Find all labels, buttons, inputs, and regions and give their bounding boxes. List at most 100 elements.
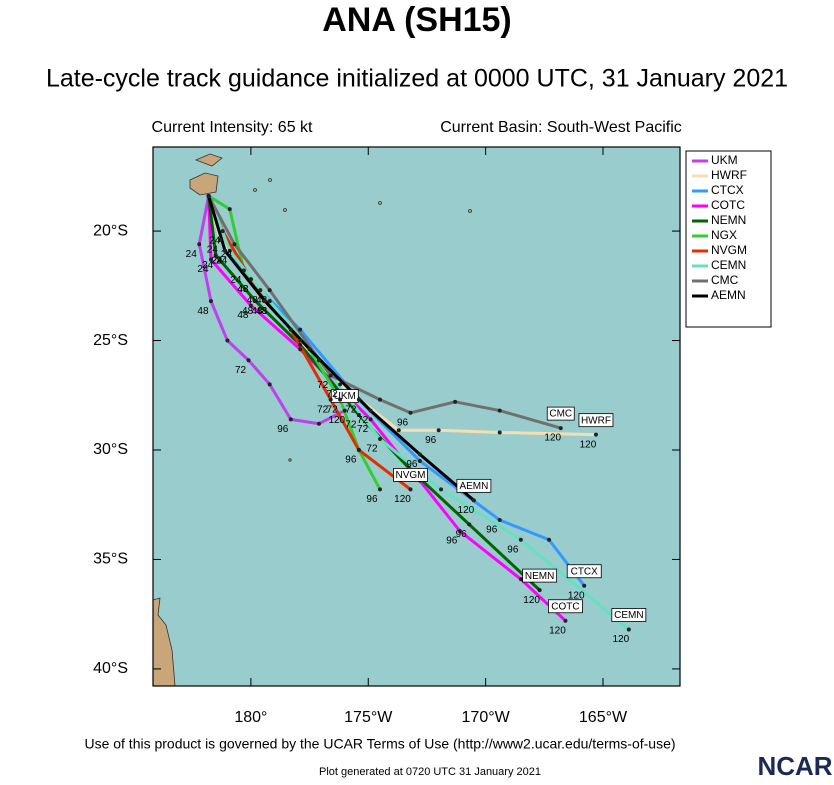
hour-label: 48 xyxy=(251,306,263,317)
hour-label: 96 xyxy=(507,544,519,555)
legend-label: UKM xyxy=(711,153,738,167)
hour-label: 96 xyxy=(446,536,458,547)
legend-label: AEMN xyxy=(711,288,746,302)
hour-label: 120 xyxy=(394,494,411,505)
track-point xyxy=(439,487,444,492)
legend-label: HWRF xyxy=(711,168,747,182)
track-point xyxy=(288,327,293,332)
track-point xyxy=(267,288,272,293)
track-point xyxy=(253,299,258,304)
hour-label: 72 xyxy=(317,380,329,391)
hour-label: 120 xyxy=(544,433,561,444)
track-point xyxy=(288,417,293,422)
model-label: CMC xyxy=(549,409,572,420)
hour-label: 72 xyxy=(345,404,357,415)
model-label-box xyxy=(330,389,359,403)
track-point xyxy=(267,382,272,387)
hour-label: 72 xyxy=(235,365,247,376)
hour-label: 48 xyxy=(237,310,249,321)
track-point xyxy=(408,410,413,415)
hour-label: 24 xyxy=(230,275,242,286)
hour-label: 24 xyxy=(221,249,233,260)
track-point xyxy=(197,242,202,247)
track-point xyxy=(338,397,343,402)
hour-label: 96 xyxy=(425,435,437,446)
track-point xyxy=(223,248,228,253)
model-label: NVGM xyxy=(396,470,426,481)
track-point xyxy=(518,537,523,542)
model-label-box xyxy=(456,478,492,493)
hour-label: 72 xyxy=(357,424,369,435)
hour-label: 48 xyxy=(247,295,259,306)
track-point xyxy=(518,577,523,582)
hour-label: 72 xyxy=(366,444,378,455)
track-point xyxy=(248,277,253,282)
hour-label: 48 xyxy=(237,284,249,295)
track-point xyxy=(218,237,223,242)
track-point xyxy=(537,588,542,593)
ncar-logo: NCAR xyxy=(757,751,832,780)
model-label: AEMN xyxy=(459,481,488,492)
model-label: CEMN xyxy=(614,610,643,621)
track-point xyxy=(467,522,472,527)
track-point xyxy=(213,253,218,258)
fiji-island xyxy=(189,172,219,196)
track-point xyxy=(396,428,401,433)
hour-label: 72 xyxy=(345,420,357,431)
subtitle: Late-cycle track guidance initialized at… xyxy=(46,65,788,93)
legend-label: CEMN xyxy=(711,258,746,272)
track-point xyxy=(342,408,347,413)
y-tick-label: 30°S xyxy=(93,441,128,458)
track-point xyxy=(232,242,237,247)
hour-label: 48 xyxy=(256,306,268,317)
track-point xyxy=(457,528,462,533)
hour-label: 120 xyxy=(458,505,475,516)
legend-label: NEMN xyxy=(711,213,746,227)
model-label-box xyxy=(522,568,558,583)
track-point xyxy=(547,537,552,542)
track-point xyxy=(241,268,246,273)
track-point xyxy=(298,338,303,343)
track-point xyxy=(316,421,321,426)
track-point xyxy=(453,399,458,404)
track-point xyxy=(368,408,373,413)
hour-label: 120 xyxy=(612,634,629,645)
hour-label: 24 xyxy=(186,249,198,260)
track-point xyxy=(377,397,382,402)
track-point xyxy=(248,303,253,308)
hour-label: 72 xyxy=(327,404,339,415)
model-label-box xyxy=(578,413,614,428)
track-point xyxy=(328,397,333,402)
y-tick-label: 35°S xyxy=(93,551,128,568)
model-label-box xyxy=(546,406,575,421)
track-point xyxy=(497,408,502,413)
island xyxy=(283,208,287,212)
x-tick-label: 175°W xyxy=(344,709,393,726)
current-intensity: Current Intensity: 65 kt xyxy=(152,119,314,136)
track-point xyxy=(377,437,382,442)
hour-label: 48 xyxy=(256,306,268,317)
model-label: COTC xyxy=(551,601,579,612)
model-label-box xyxy=(548,599,583,614)
track-point xyxy=(417,458,422,463)
track-point xyxy=(356,412,361,417)
y-tick-label: 25°S xyxy=(93,332,128,349)
model-label: UKM xyxy=(334,391,356,402)
hour-label: 72 xyxy=(317,404,329,415)
hour-label: 120 xyxy=(328,415,345,426)
track-point xyxy=(368,417,373,422)
title: ANA (SH15) xyxy=(322,1,512,39)
hour-label: 96 xyxy=(366,494,378,505)
track-point xyxy=(582,583,587,588)
current-basin: Current Basin: South-West Pacific xyxy=(440,119,682,136)
legend-label: NGX xyxy=(711,228,737,242)
track-point xyxy=(417,452,422,457)
track-point xyxy=(377,487,382,492)
island xyxy=(378,201,382,205)
track-point xyxy=(225,338,230,343)
hour-label: 24 xyxy=(216,255,228,266)
track-point xyxy=(307,347,312,352)
x-tick-label: 165°W xyxy=(579,709,628,726)
land xyxy=(152,153,472,687)
